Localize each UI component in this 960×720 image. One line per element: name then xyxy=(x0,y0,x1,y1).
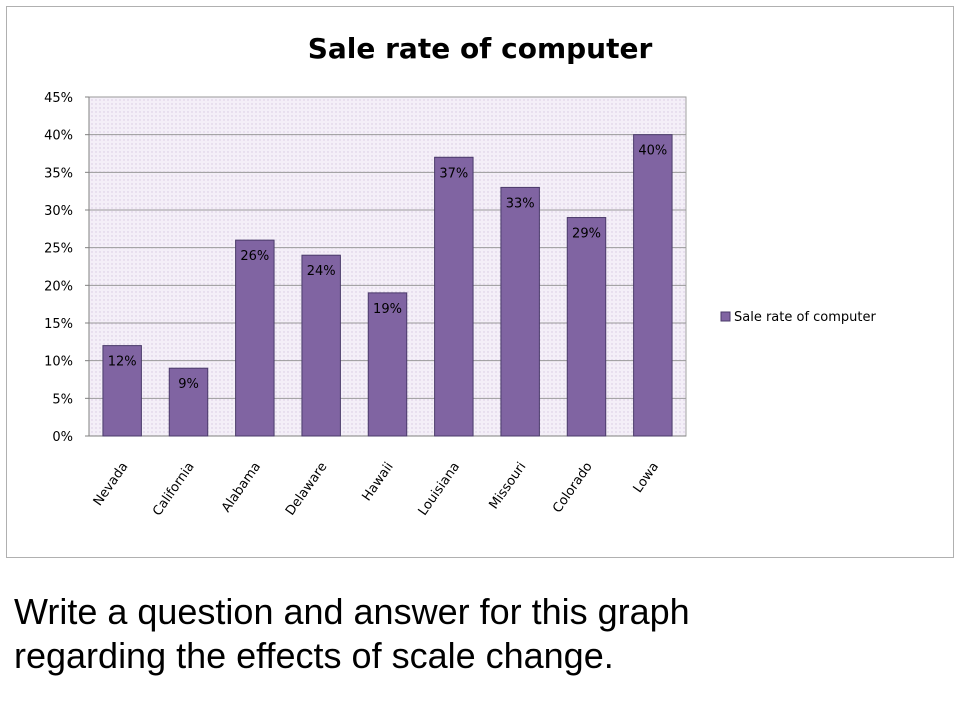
legend-label: Sale rate of computer xyxy=(734,310,877,325)
legend: Sale rate of computer xyxy=(720,310,877,325)
legend-swatch xyxy=(720,311,731,322)
data-label: 40% xyxy=(638,144,667,159)
xtick-label: Delaware xyxy=(283,460,330,519)
ytick-label: 30% xyxy=(44,204,73,219)
chart-frame: Sale rate of computer 0% 5% 10% 15% 20% 25% 30… xyxy=(6,6,954,558)
data-label: 12% xyxy=(108,355,137,370)
bar xyxy=(235,239,275,437)
xtick-label: Louisiana xyxy=(416,460,463,519)
xtick-label: Nevada xyxy=(91,460,132,509)
xtick-label: Hawaii xyxy=(359,460,396,504)
data-label: 9% xyxy=(178,377,199,392)
ytick-label: 35% xyxy=(44,166,73,181)
bar xyxy=(367,292,408,437)
xtick-label: Colorado xyxy=(550,460,596,516)
ytick-label: 15% xyxy=(44,317,73,332)
xtick-label: California xyxy=(150,460,198,519)
bar xyxy=(500,186,540,437)
caption: Write a question and answer for this gra… xyxy=(14,590,944,678)
bar xyxy=(301,254,341,437)
caption-line-1: Write a question and answer for this gra… xyxy=(14,591,690,632)
bar xyxy=(168,367,209,437)
bar-chart: Sale rate of computer 0% 5% 10% 15% 20% 25% 30… xyxy=(44,32,877,519)
xtick-label: Alabama xyxy=(219,460,264,516)
chart-title: Sale rate of computer xyxy=(308,32,653,65)
data-label: 37% xyxy=(439,166,468,181)
bar xyxy=(434,156,474,437)
bar xyxy=(633,134,673,437)
data-label: 26% xyxy=(240,249,269,264)
ytick-label: 40% xyxy=(44,129,73,144)
ytick-label: 25% xyxy=(44,242,73,257)
xtick-label: Lowa xyxy=(631,460,663,496)
ytick-label: 45% xyxy=(44,91,73,106)
ytick-label: 0% xyxy=(52,430,73,445)
ytick-label: 10% xyxy=(44,355,73,370)
data-label: 24% xyxy=(307,264,336,279)
data-label: 29% xyxy=(572,227,601,242)
bar xyxy=(566,217,607,437)
caption-line-2: regarding the effects of scale change. xyxy=(14,635,614,676)
bar xyxy=(102,345,142,437)
data-label: 19% xyxy=(373,302,402,317)
ytick-label: 5% xyxy=(52,392,73,407)
ytick-label: 20% xyxy=(44,279,73,294)
xtick-label: Missouri xyxy=(486,460,529,512)
data-label: 33% xyxy=(506,196,535,211)
